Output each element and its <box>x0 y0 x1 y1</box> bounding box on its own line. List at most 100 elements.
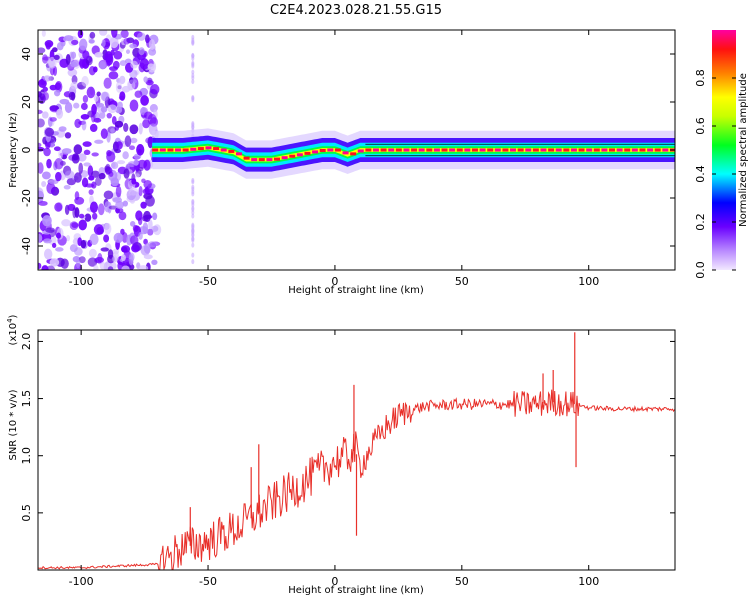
heatmap-noise-cell <box>191 213 195 219</box>
heatmap-noise-cell <box>79 38 88 51</box>
heatmap-noise-cell <box>45 227 56 233</box>
heatmap-noise-cell <box>49 117 57 122</box>
heatmap-noise-cell <box>128 145 136 151</box>
heatmap-noise-cell <box>81 119 87 131</box>
colorbar-tick-label: 0.8 <box>694 69 707 87</box>
heatmap-noise-cell <box>115 185 122 198</box>
heatmap-noise-cell <box>149 39 156 50</box>
heatmap-noise-cell <box>138 217 143 226</box>
heatmap-noise-cell <box>137 32 146 41</box>
x-tick-label: -50 <box>199 275 217 288</box>
heatmap-noise-cell <box>38 262 42 269</box>
heatmap-noise-cell <box>191 191 195 197</box>
heatmap-noise-cell <box>56 42 64 51</box>
heatmap-noise-cell <box>95 176 102 187</box>
heatmap-ridge-core <box>319 148 326 152</box>
heatmap-noise-cell <box>120 254 126 262</box>
heatmap-noise-cell <box>103 234 110 243</box>
heatmap-noise-cell <box>80 239 87 249</box>
heatmap-noise-cell <box>140 95 149 106</box>
heatmap-noise-cell <box>110 161 119 170</box>
heatmap-noise-cell <box>63 35 74 42</box>
heatmap-noise-cell <box>78 256 86 264</box>
heatmap-noise-cell <box>116 141 123 150</box>
heatmap-ridge-core <box>175 148 182 152</box>
heatmap-noise-cell <box>41 265 49 270</box>
heatmap-noise-cell <box>52 47 58 53</box>
heatmap-noise-cell <box>84 213 92 222</box>
heatmap-noise-cell <box>46 158 52 169</box>
heatmap-noise-cell <box>133 159 139 166</box>
heatmap-noise-cell <box>82 50 90 60</box>
heatmap-noise-cell <box>53 146 61 152</box>
heatmap-ridge-core <box>433 148 440 152</box>
heatmap-noise-cell <box>44 127 55 137</box>
heatmap-noise-cell <box>78 219 87 231</box>
heatmap-noise-cell <box>121 265 130 270</box>
heatmap-noise-cell <box>100 128 108 139</box>
heatmap-noise-cell <box>122 151 129 160</box>
heatmap-ridge-core <box>471 148 478 152</box>
heatmap-noise-cell <box>72 206 77 219</box>
x-tick-label: 0 <box>331 275 338 288</box>
heatmap-noise-cell <box>104 163 111 176</box>
heatmap-noise-cell <box>61 148 72 155</box>
heatmap-noise-cell <box>149 84 160 95</box>
heatmap-noise-cell <box>115 81 122 93</box>
heatmap-ridge-core <box>213 147 220 151</box>
heatmap-ridge-core <box>616 148 623 152</box>
heatmap-noise-cell <box>109 36 119 49</box>
heatmap-noise-cell <box>148 219 153 230</box>
heatmap-noise-cell <box>59 160 66 166</box>
y-tick-label: 0 <box>20 147 33 154</box>
heatmap-noise-cell <box>103 77 112 89</box>
heatmap-ridge-core <box>487 148 494 152</box>
colorbar-tick-label: 0.6 <box>694 117 707 135</box>
heatmap-noise-cell <box>90 111 96 123</box>
heatmap-noise-cell <box>80 113 90 120</box>
heatmap-noise-cell <box>191 242 195 248</box>
heatmap-noise-cell <box>138 47 145 56</box>
heatmap-noise-cell <box>111 30 118 38</box>
heatmap-ridge-core <box>456 148 463 152</box>
heatmap-noise-cell <box>78 213 85 219</box>
chart-title: C2E4.2023.028.21.55.G15 <box>270 3 442 18</box>
colorbar-tick-label: 0.0 <box>694 261 707 279</box>
heatmap-noise-cell <box>46 182 56 194</box>
heatmap-noise-cell <box>130 137 138 144</box>
heatmap-ridge-core <box>266 158 273 162</box>
heatmap-noise-cell <box>108 71 119 80</box>
heatmap-noise-cell <box>56 108 64 119</box>
heatmap-noise-cell <box>38 233 43 243</box>
heatmap-ridge-core <box>190 147 197 151</box>
heatmap-ridge-core <box>479 148 486 152</box>
heatmap-noise-cell <box>120 30 129 39</box>
heatmap-noise-cell <box>55 171 62 182</box>
heatmap-noise-cell <box>138 265 149 270</box>
heatmap-noise-cell <box>38 47 46 54</box>
heatmap-ridge-core <box>380 148 387 152</box>
heatmap-ridge-core <box>296 153 303 157</box>
heatmap-noise-cell <box>66 234 71 242</box>
y-tick-label: -40 <box>20 237 33 255</box>
y-tick-label: 1.5 <box>20 390 33 408</box>
heatmap-noise-cell <box>143 192 153 200</box>
heatmap-ridge-core <box>532 148 539 152</box>
heatmap-noise-cell <box>118 211 127 221</box>
heatmap-noise-cell <box>63 184 71 190</box>
heatmap-noise-cell <box>54 202 63 212</box>
heatmap-ridge-core <box>365 148 372 152</box>
heatmap-noise-cell <box>92 212 98 220</box>
heatmap-noise-cell <box>86 86 96 99</box>
heatmap-noise-cell <box>54 89 61 97</box>
colorbar-tick-label: 0.2 <box>694 213 707 231</box>
heatmap-ridge-core <box>548 148 555 152</box>
heatmap-noise-cell <box>191 72 195 78</box>
x-tick-label: -50 <box>199 575 217 588</box>
heatmap-noise-cell <box>54 158 64 170</box>
snr-line <box>38 332 675 570</box>
heatmap-ridge-core <box>243 156 250 160</box>
heatmap-noise-cell <box>53 54 60 61</box>
x-tick-label: -100 <box>69 575 94 588</box>
heatmap-noise-cell <box>51 242 57 248</box>
